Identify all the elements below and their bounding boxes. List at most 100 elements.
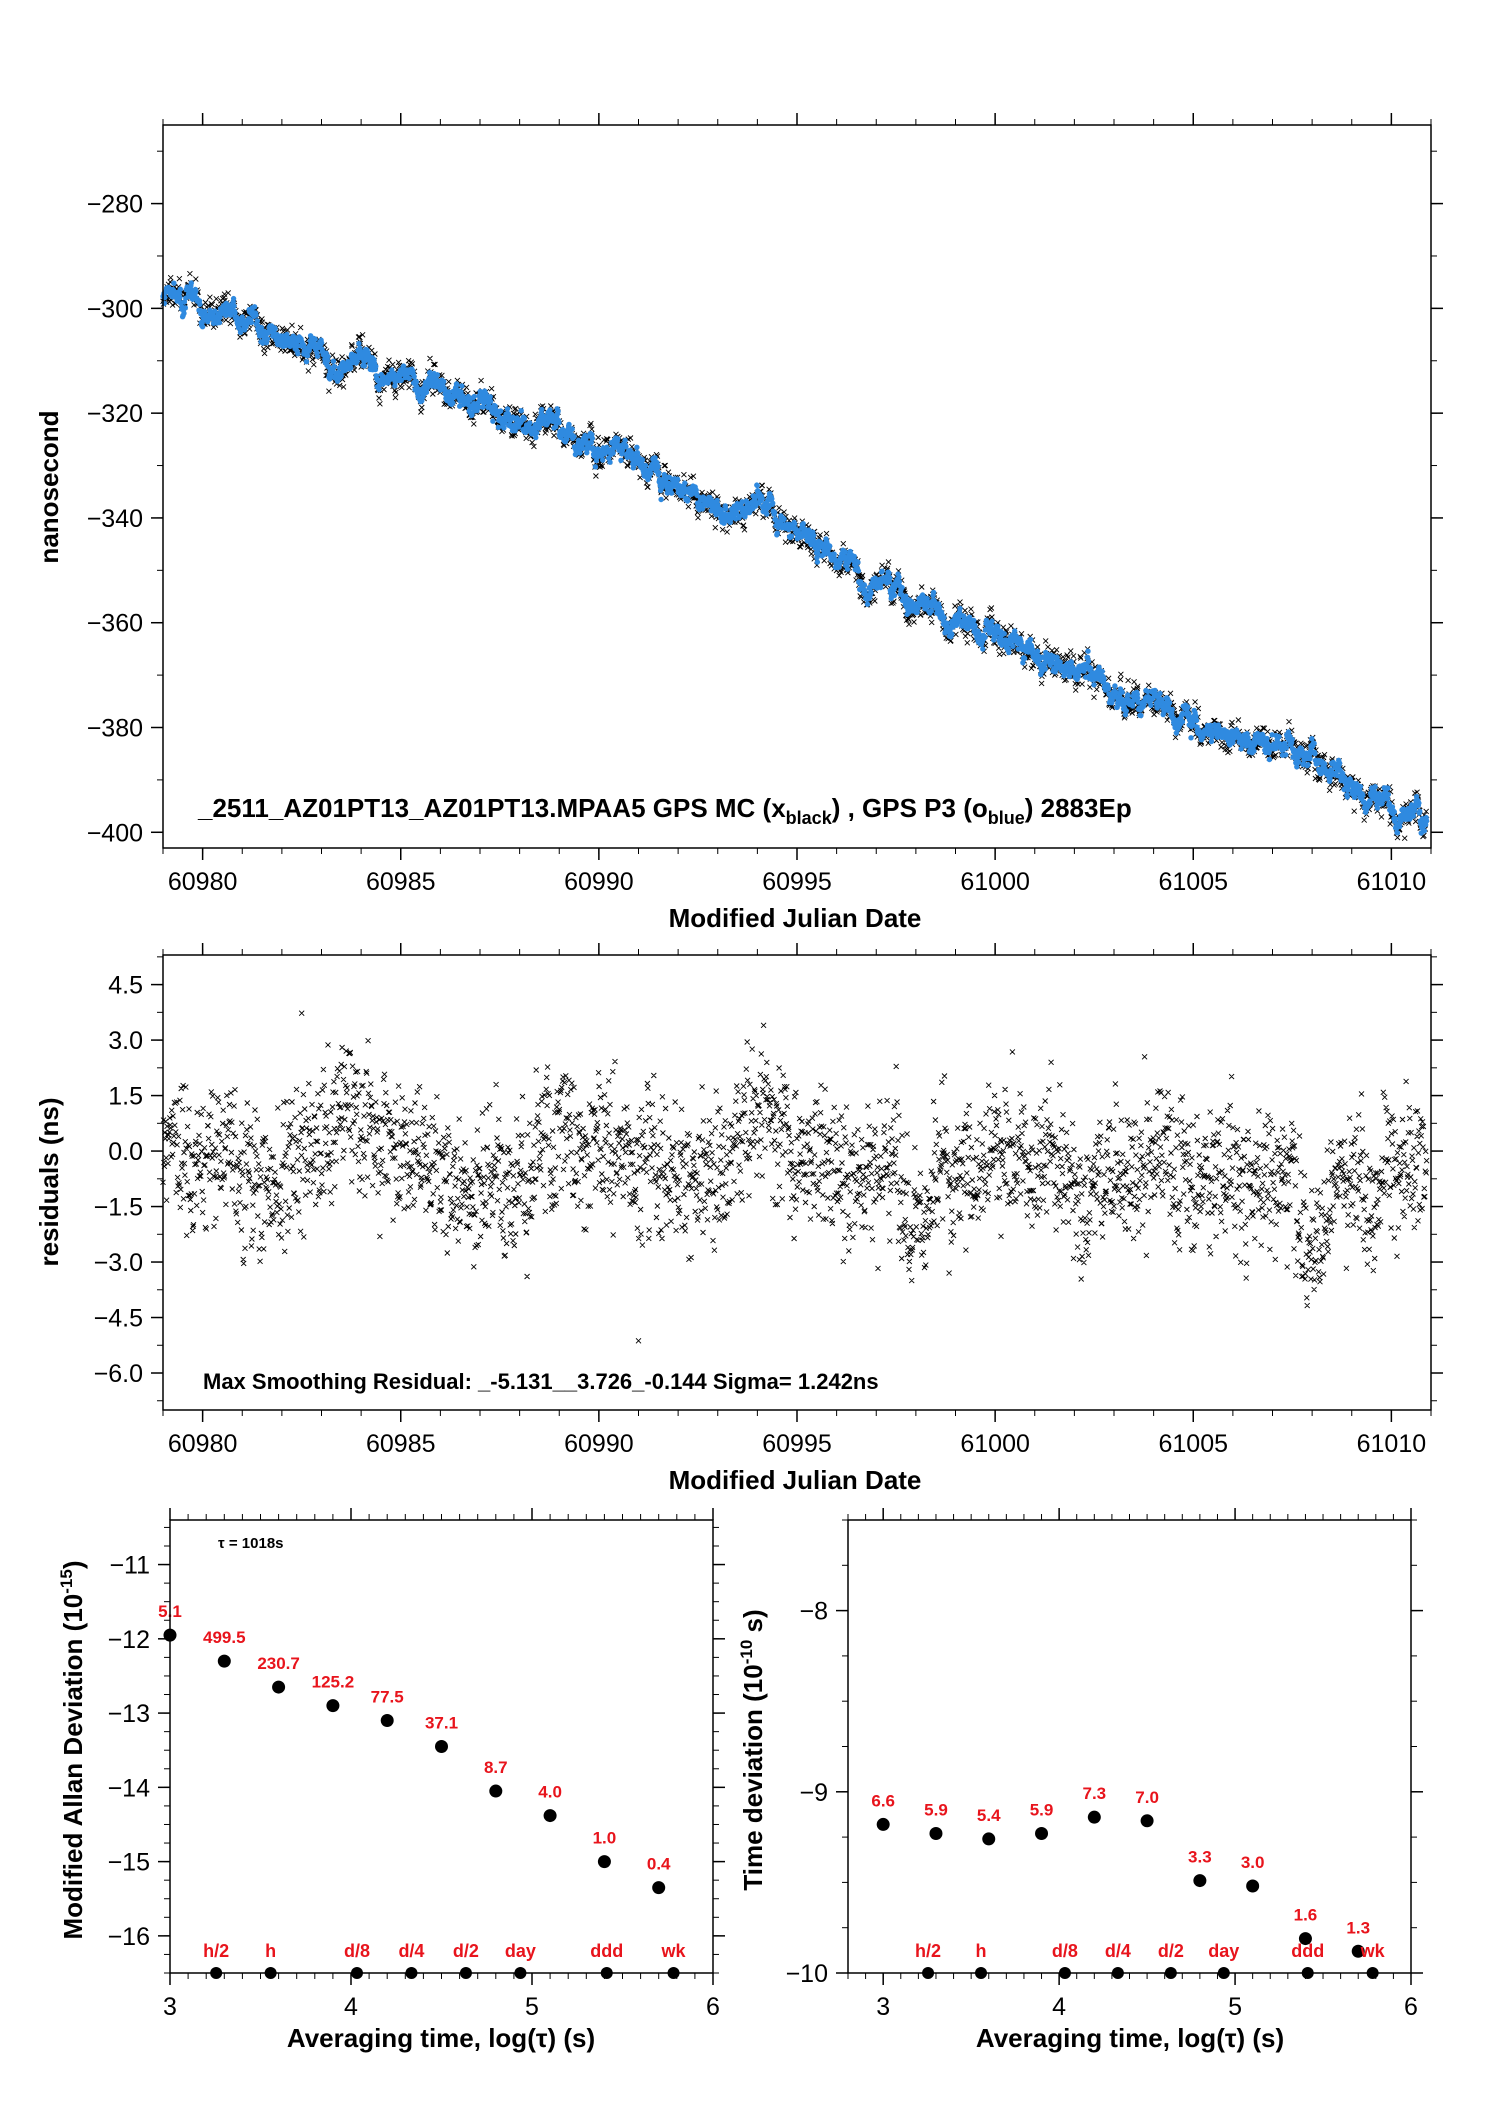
- tdev-marker-label: wk: [1360, 1941, 1386, 1961]
- mdev-point-label: 8.7: [484, 1758, 508, 1777]
- mdev-ylabel: Modified Allan Deviation (10-15): [57, 1561, 88, 1940]
- y-tick-label: −11: [109, 1552, 150, 1580]
- y-tick-label: −13: [108, 1700, 150, 1728]
- tdev-point-label: 1.6: [1294, 1906, 1318, 1925]
- mdev-point: [326, 1699, 340, 1713]
- y-tick-label: −15: [108, 1849, 150, 1877]
- x-tick-label: 61000: [960, 868, 1030, 896]
- mdev-marker-label: h/2: [203, 1941, 229, 1961]
- mdev-point-label: 499.5: [203, 1628, 246, 1647]
- mdev-data-points: 5.1499.5230.7125.277.537.18.74.01.00.4h/…: [158, 1602, 687, 1979]
- mdev-point: [217, 1654, 231, 1668]
- residuals-axes: 60980 60985 60990 60995 61000 61005 61010 4.5 3.…: [94, 943, 1443, 1458]
- y-tick-label: −9: [799, 1779, 828, 1807]
- tdev-point: [1035, 1826, 1049, 1840]
- tdev-marker-label: d/8: [1052, 1941, 1078, 1961]
- x-tick-label: 60985: [366, 1430, 436, 1458]
- phase-chart: 60980 60985 60990 60995 61000 61005 61010 −280 −…: [34, 113, 1443, 933]
- y-tick-label: −360: [87, 610, 143, 638]
- tdev-point: [1351, 1944, 1365, 1958]
- tdev-point: [1246, 1879, 1260, 1893]
- tdev-plot-frame: [847, 1519, 1412, 1974]
- x-tick-label: 5: [525, 1993, 539, 2021]
- mdev-marker-label: ddd: [590, 1941, 623, 1961]
- tdev-marker-label: day: [1208, 1941, 1239, 1961]
- tdev-ylabel: Time deviation (10-10 s): [737, 1609, 768, 1890]
- tdev-marker-label: ddd: [1291, 1941, 1324, 1961]
- mdev-marker-label: wk: [661, 1941, 687, 1961]
- x-tick-label: 61000: [960, 1430, 1030, 1458]
- tdev-point: [1298, 1932, 1312, 1946]
- y-tick-label: −300: [87, 295, 143, 323]
- residuals-plot-frame: [162, 954, 1432, 1411]
- x-tick-label: 6: [1404, 1993, 1418, 2021]
- y-tick-label: 1.5: [108, 1083, 143, 1111]
- tdev-point-label: 6.6: [871, 1791, 895, 1810]
- mdev-chart: 3 4 5 6−11−12−13−14−15−16 5.1499.5230.7125.…: [57, 1508, 725, 2053]
- mdev-point-label: 4.0: [538, 1783, 562, 1802]
- y-tick-label: −3.0: [94, 1249, 143, 1277]
- tdev-data-points: 6.6 5.9 5.4 5.9 7.3 7.0 3.3 3.0 1.6 1.3 h/2 h d/8 d/4…: [871, 1784, 1386, 1979]
- tdev-chart: 3 4 5 6 −8 −9 −10 6.6 5.9 5.4 5.9 7.3 7.0 3.3 3.0 1.6 1…: [737, 1508, 1423, 2053]
- mdev-point: [597, 1855, 611, 1869]
- tdev-point-label: 5.9: [1030, 1800, 1054, 1819]
- tdev-axes: 3 4 5 6 −8 −9 −10: [786, 1508, 1423, 2021]
- residuals-chart: 60980 60985 60990 60995 61000 61005 61010 4.5 3.…: [34, 943, 1443, 1495]
- x-tick-label: 60985: [366, 868, 436, 896]
- y-tick-label: 3.0: [108, 1027, 143, 1055]
- y-tick-label: −340: [87, 505, 143, 533]
- y-tick-label: −380: [87, 715, 143, 743]
- x-tick-label: 5: [1228, 1993, 1242, 2021]
- x-tick-label: 6: [706, 1993, 720, 2021]
- phase-ylabel: nanosecond: [34, 410, 64, 563]
- tdev-point-label: 5.9: [924, 1800, 948, 1819]
- residual-markers: [160, 1010, 1430, 1344]
- x-tick-label: 61005: [1158, 868, 1228, 896]
- tdev-point-label: 7.3: [1082, 1784, 1106, 1803]
- x-tick-label: 4: [344, 1993, 358, 2021]
- mdev-marker-label: h: [265, 1941, 276, 1961]
- y-tick-label: −320: [87, 400, 143, 428]
- tdev-point-label: 3.3: [1188, 1848, 1212, 1867]
- y-tick-label: −6.0: [94, 1360, 143, 1388]
- x-tick-label: 60980: [168, 1430, 238, 1458]
- tdev-point-label: 3.0: [1241, 1853, 1265, 1872]
- tdev-marker-label: d/4: [1105, 1941, 1131, 1961]
- y-tick-label: −16: [108, 1923, 150, 1951]
- y-tick-label: −400: [87, 819, 143, 847]
- y-tick-label: 4.5: [108, 972, 143, 1000]
- phase-xlabel: Modified Julian Date: [669, 903, 922, 933]
- phase-data-points: [160, 270, 1430, 842]
- mdev-point-label: 230.7: [257, 1654, 300, 1673]
- y-tick-label: 0.0: [108, 1138, 143, 1166]
- mdev-point-label: 125.2: [312, 1673, 355, 1692]
- x-tick-label: 3: [163, 1993, 177, 2021]
- mdev-marker-label: day: [505, 1941, 536, 1961]
- mdev-plot-frame: [169, 1519, 714, 1974]
- x-tick-label: 3: [876, 1993, 890, 2021]
- mdev-xlabel: Averaging time, log(τ) (s): [287, 2023, 595, 2053]
- tdev-point: [876, 1817, 890, 1831]
- mdev-point: [272, 1680, 286, 1694]
- x-tick-label: 60995: [762, 868, 832, 896]
- mdev-marker-label: d/8: [344, 1941, 370, 1961]
- mdev-point: [435, 1740, 448, 1753]
- tdev-point: [929, 1826, 943, 1840]
- mdev-point-label: 37.1: [425, 1714, 458, 1733]
- x-tick-label: 61010: [1357, 1430, 1427, 1458]
- residuals-annotation: Max Smoothing Residual: _-5.131__3.726_-…: [203, 1369, 879, 1394]
- x-tick-label: 60995: [762, 1430, 832, 1458]
- phase-axes: 60980 60985 60990 60995 61000 61005 61010 −280 −…: [87, 113, 1443, 896]
- residuals-data-points: [160, 1010, 1430, 1344]
- mdev-point: [652, 1881, 666, 1895]
- tdev-point-label: 5.4: [977, 1806, 1001, 1825]
- tdev-marker-label: h: [976, 1941, 987, 1961]
- y-tick-label: −280: [87, 191, 143, 219]
- tdev-point-label: 1.3: [1346, 1918, 1370, 1937]
- mdev-point-label: 1.0: [593, 1829, 617, 1848]
- tdev-marker-label: h/2: [915, 1941, 941, 1961]
- residuals-xlabel: Modified Julian Date: [669, 1465, 922, 1495]
- x-tick-label: 60990: [564, 868, 634, 896]
- residuals-ylabel: residuals (ns): [34, 1097, 64, 1266]
